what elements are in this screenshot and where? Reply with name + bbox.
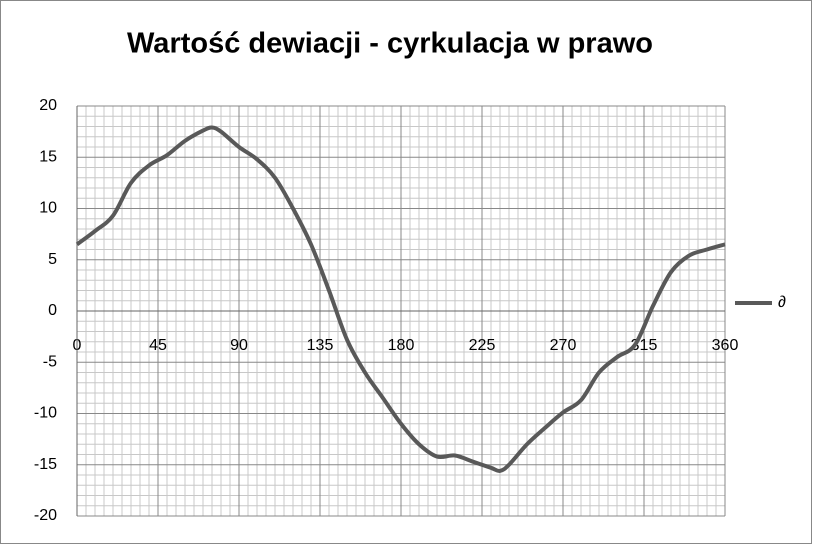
x-tick-label: 225 [469, 337, 496, 354]
y-tick-label: -20 [34, 507, 57, 524]
data-line [75, 125, 726, 473]
x-tick-label: 270 [550, 337, 577, 354]
y-tick-label: -5 [43, 353, 57, 370]
x-tick-label: 90 [230, 337, 248, 354]
y-tick-label: -10 [34, 405, 57, 422]
y-tick-label: 5 [48, 251, 57, 268]
legend-label: ∂ [778, 294, 786, 311]
y-tick-label: -15 [34, 456, 57, 473]
x-tick-label: 180 [388, 337, 415, 354]
y-tick-label: 10 [39, 200, 57, 217]
chart-title: Wartość dewiacji - cyrkulacja w prawo [127, 28, 653, 60]
y-tick-label: 15 [39, 148, 57, 165]
y-tick-label: 0 [48, 302, 57, 319]
y-tick-label: 20 [39, 97, 57, 114]
x-tick-label: 360 [712, 337, 739, 354]
x-tick-label: 135 [307, 337, 334, 354]
x-tick-label: 45 [149, 337, 167, 354]
